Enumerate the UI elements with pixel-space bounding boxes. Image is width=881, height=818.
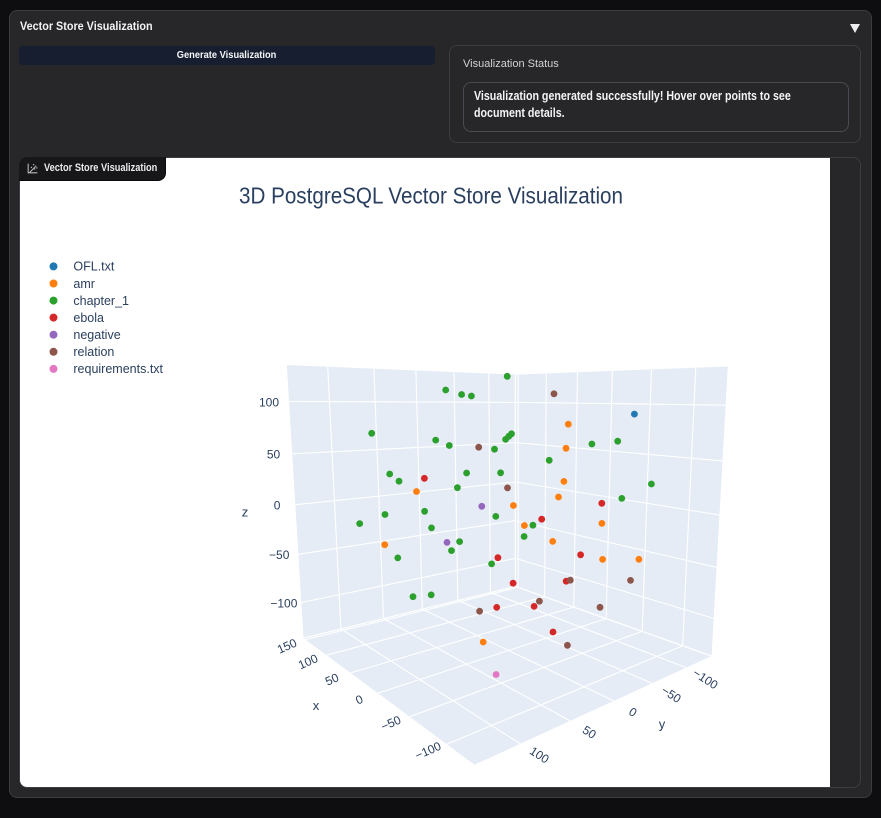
svg-text:relation: relation: [73, 345, 114, 359]
svg-text:−100: −100: [690, 666, 721, 693]
svg-text:−100: −100: [270, 596, 297, 610]
svg-text:y: y: [659, 717, 666, 732]
svg-text:100: 100: [296, 651, 320, 672]
svg-text:50: 50: [323, 670, 341, 688]
svg-text:negative: negative: [73, 328, 120, 342]
svg-text:0: 0: [353, 692, 365, 708]
svg-text:ebola: ebola: [73, 311, 104, 325]
svg-text:OFL.txt: OFL.txt: [73, 260, 115, 274]
svg-text:−50: −50: [269, 548, 290, 562]
svg-text:−50: −50: [379, 713, 404, 734]
svg-text:x: x: [313, 698, 320, 713]
svg-text:50: 50: [267, 448, 281, 462]
svg-text:requirements.txt: requirements.txt: [73, 362, 163, 376]
svg-text:50: 50: [580, 723, 599, 742]
svg-text:100: 100: [259, 395, 279, 409]
svg-text:z: z: [242, 505, 249, 520]
svg-text:amr: amr: [73, 277, 95, 291]
svg-text:−100: −100: [413, 739, 444, 763]
svg-text:150: 150: [275, 636, 299, 657]
svg-text:0: 0: [626, 705, 639, 721]
svg-text:3D PostgreSQL Vector Store Vis: 3D PostgreSQL Vector Store Visualization: [239, 182, 623, 208]
svg-text:chapter_1: chapter_1: [73, 294, 129, 308]
svg-text:−50: −50: [659, 683, 684, 706]
svg-text:100: 100: [527, 744, 552, 767]
svg-text:0: 0: [274, 499, 281, 513]
